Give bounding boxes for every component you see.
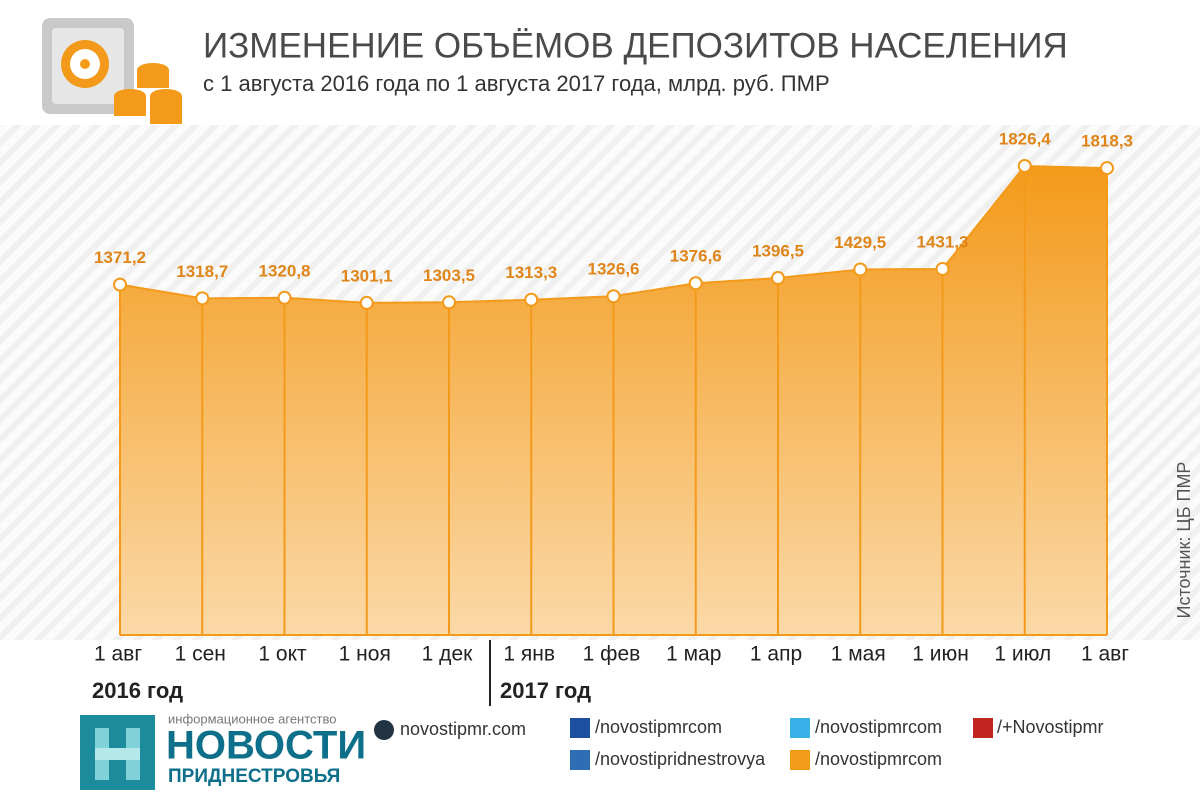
x-tick-label: 1 июн	[912, 643, 969, 666]
marker	[277, 290, 292, 305]
marker	[442, 295, 456, 310]
data-label: 1429,5	[834, 233, 886, 252]
data-label: 1301,1	[341, 266, 393, 285]
source: Источник: ЦБ ПМР	[1174, 462, 1194, 619]
x-tick-label: 1 авг	[1081, 643, 1129, 666]
link[interactable]: /novostipmrcom	[595, 717, 722, 737]
data-label: 1303,5	[423, 266, 475, 285]
vk-icon	[570, 750, 590, 770]
logo	[80, 715, 155, 790]
x-tick-label: 1 фев	[583, 643, 641, 666]
link[interactable]: /novostipmrcom	[815, 749, 942, 769]
link[interactable]: /novostipridnestrovya	[595, 749, 766, 769]
data-label: 1313,3	[505, 263, 557, 282]
data-label: 1326,6	[588, 260, 640, 279]
data-label: 1320,8	[259, 261, 311, 280]
x-tick-label: 1 сен	[175, 643, 226, 666]
twitter-icon	[790, 718, 810, 738]
data-label: 1371,2	[94, 248, 146, 267]
link[interactable]: novostipmr.com	[400, 719, 526, 739]
data-label: 1376,6	[670, 247, 722, 266]
x-tick-label: 1 ноя	[339, 643, 391, 666]
marker	[853, 262, 868, 277]
agency: информационное агентство	[168, 711, 336, 726]
gplus-icon	[973, 718, 993, 738]
data-label: 1396,5	[752, 242, 804, 261]
data-label: 1818,3	[1081, 132, 1133, 151]
marker	[688, 276, 703, 291]
marker	[524, 292, 539, 307]
data-label: 1826,4	[999, 129, 1052, 148]
marker	[1017, 159, 1032, 173]
chart-title: ИЗМЕНЕНИЕ ОБЪЁМОВ ДЕПОЗИТОВ НАСЕЛЕНИЯ	[203, 26, 1068, 65]
x-tick-label: 1 дек	[422, 643, 473, 666]
marker	[771, 271, 785, 286]
link[interactable]: /novostipmrcom	[815, 717, 942, 737]
x-tick-label: 1 авг	[94, 643, 142, 666]
chart-subtitle: с 1 августа 2016 года по 1 августа 2017 …	[203, 71, 830, 96]
brand-sub: ПРИДНЕСТРОВЬЯ	[168, 766, 340, 787]
marker	[935, 261, 950, 276]
ok-icon	[790, 750, 810, 770]
x-tick-label: 1 апр	[750, 643, 802, 666]
data-label: 1318,7	[176, 262, 228, 281]
marker	[359, 295, 374, 310]
x-tick-label: 1 янв	[503, 643, 555, 666]
marker	[606, 289, 621, 304]
year-label: 2017 год	[500, 678, 591, 703]
marker	[195, 291, 210, 306]
web-icon	[374, 720, 394, 740]
link[interactable]: /+Novostipmr	[997, 717, 1104, 737]
marker	[1100, 161, 1114, 176]
x-tick-label: 1 мар	[666, 643, 721, 666]
x-tick-label: 1 окт	[258, 643, 307, 666]
marker	[113, 277, 127, 292]
year-label: 2016 год	[92, 678, 183, 703]
safe-icon	[42, 18, 182, 124]
brand: НОВОСТИ	[166, 724, 366, 768]
data-label: 1431,3	[917, 232, 969, 251]
x-tick-label: 1 мая	[831, 643, 886, 666]
facebook-icon	[570, 718, 590, 738]
x-tick-label: 1 июл	[994, 643, 1051, 666]
